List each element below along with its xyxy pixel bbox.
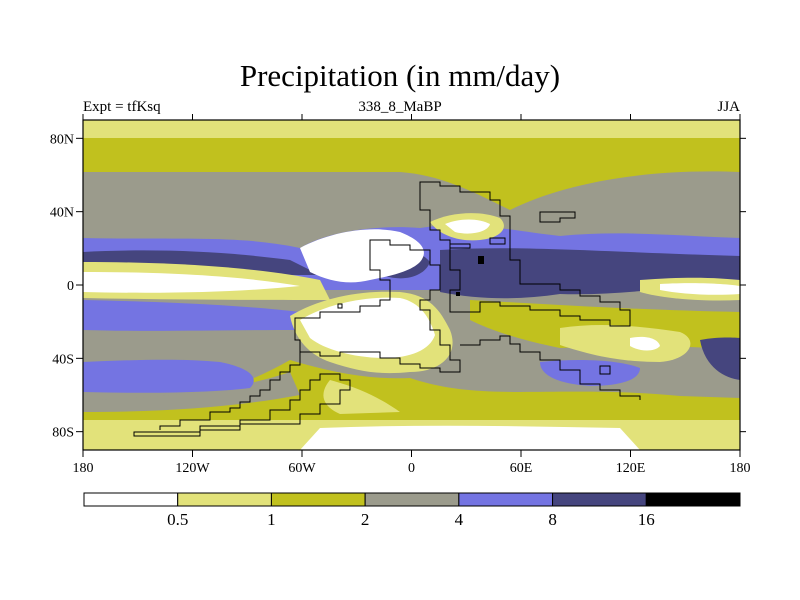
s-blue-east (540, 360, 640, 386)
colorbar-label: 8 (548, 510, 557, 529)
s-blue-west (83, 359, 254, 393)
x-tick-label: 60E (510, 461, 533, 476)
colorbar-label: 2 (361, 510, 370, 529)
s-east-light (560, 325, 691, 362)
antarctic-dry (300, 425, 640, 450)
y-axis: 80N 40N 0 40S 80S (50, 132, 746, 441)
max-black-2 (456, 292, 460, 296)
s-dark-east (700, 337, 740, 380)
north-pangea-dry (445, 219, 490, 234)
colorbar-label: 16 (638, 510, 655, 529)
experiment-label: Expt = tfKsq (83, 99, 161, 115)
x-tick-label: 120E (616, 461, 646, 476)
colorbar-swatch (270, 492, 366, 507)
colorbar-label: 1 (267, 510, 276, 529)
s-midlat-band (83, 360, 740, 420)
x-tick-label: 180 (730, 461, 751, 476)
colorbar: 0.5 1 2 4 8 16 (83, 492, 741, 529)
s-east-dry (630, 336, 660, 351)
x-tick-label: 180 (73, 461, 94, 476)
y-tick-label: 80N (50, 132, 74, 147)
arctic-band-light (83, 120, 740, 140)
colorbar-label: 4 (455, 510, 464, 529)
colorbar-swatch (552, 492, 647, 507)
x-tick-label: 0 (408, 461, 415, 476)
s-storm-band-west (83, 300, 300, 331)
chart-title: Precipitation (in mm/day) (239, 58, 561, 93)
s-light-patch (323, 380, 400, 414)
y-tick-label: 80S (52, 426, 74, 441)
north-desert (300, 229, 424, 283)
colorbar-label: 0.5 (167, 510, 188, 529)
season-label: JJA (717, 99, 740, 115)
colorbar-swatch (458, 492, 554, 507)
north-midlat-band (83, 138, 740, 210)
y-tick-label: 0 (67, 279, 74, 294)
colorbar-swatch (364, 492, 460, 507)
max-black-1 (478, 256, 484, 264)
contour-field (83, 120, 740, 450)
coastlines (133, 181, 641, 437)
x-tick-label: 60W (288, 461, 316, 476)
pacific-east-dry (660, 283, 740, 295)
y-tick-label: 40N (50, 206, 74, 221)
period-label: 338_8_MaBP (358, 99, 442, 115)
colorbar-swatch (177, 492, 272, 507)
colorbar-swatch (83, 492, 179, 507)
x-axis: 180 120W 60W 0 60E 120E 180 (73, 114, 751, 476)
y-tick-label: 40S (52, 352, 74, 367)
equatorial-dry-band (83, 272, 300, 293)
colorbar-swatch (645, 492, 741, 507)
x-tick-label: 120W (175, 461, 210, 476)
gondwana-desert (300, 297, 435, 358)
